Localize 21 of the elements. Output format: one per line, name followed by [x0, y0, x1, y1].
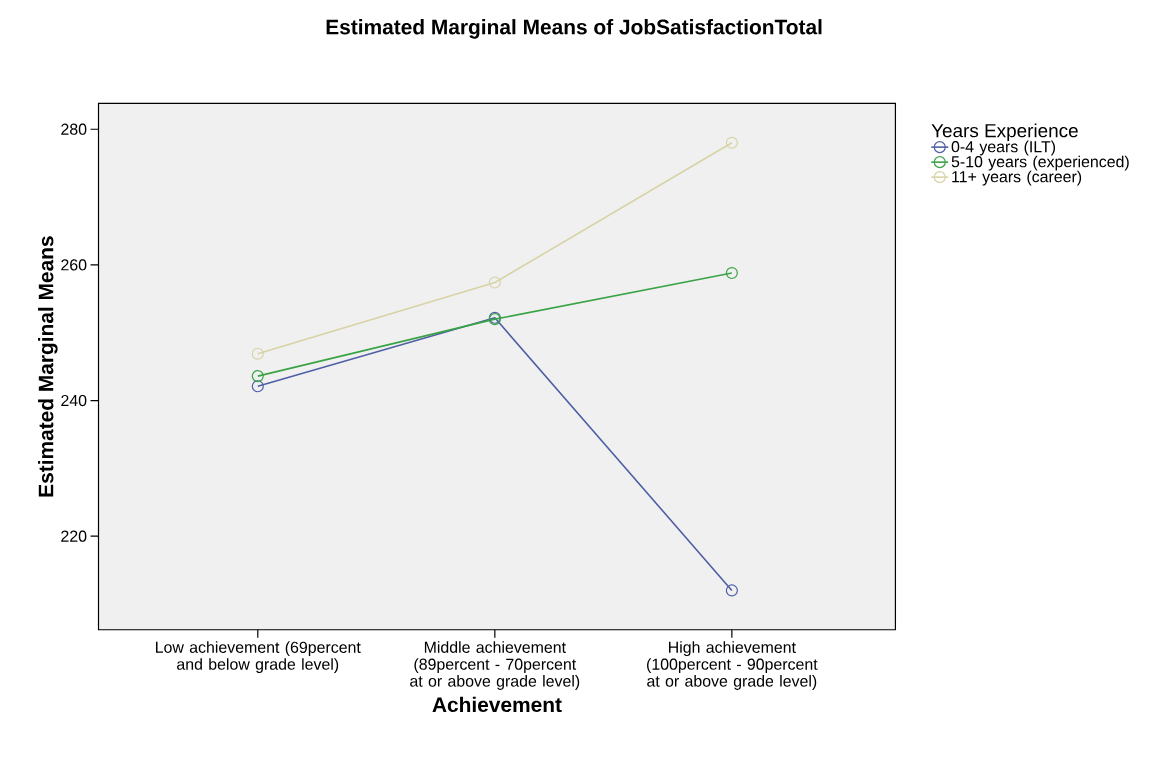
y-tick-label: 280 [61, 123, 87, 135]
legend-title: Years Experience [931, 123, 1078, 142]
chart-title: Estimated Marginal Means of JobSatisfactionTotal [326, 19, 822, 39]
x-axis-title: Achievement [432, 696, 562, 713]
legend-label: 5-10 years (experienced) [951, 155, 1129, 171]
x-tick-label: High achievement (100percent - 90percent at or above grade level) [647, 641, 818, 690]
y-tick-label: 220 [61, 530, 87, 542]
legend-label: 0-4 years (ILT) [951, 140, 1056, 156]
point [725, 266, 738, 280]
x-tick-label: Low achievement (69percent and below grade level) [156, 641, 361, 673]
point [251, 370, 264, 383]
y-tick-label: 240 [61, 394, 87, 407]
y-tick-label: 260 [61, 259, 87, 271]
point [488, 276, 501, 289]
point [251, 347, 264, 360]
x-tick-label: Middle achievement (89percent - 70percent at or above grade level) [410, 641, 580, 690]
point [251, 380, 264, 393]
point [725, 136, 738, 149]
point [725, 584, 738, 597]
legend-label: 11+ years (career) [952, 170, 1082, 186]
y-axis-title: Estimated Marginal Means [38, 236, 58, 497]
